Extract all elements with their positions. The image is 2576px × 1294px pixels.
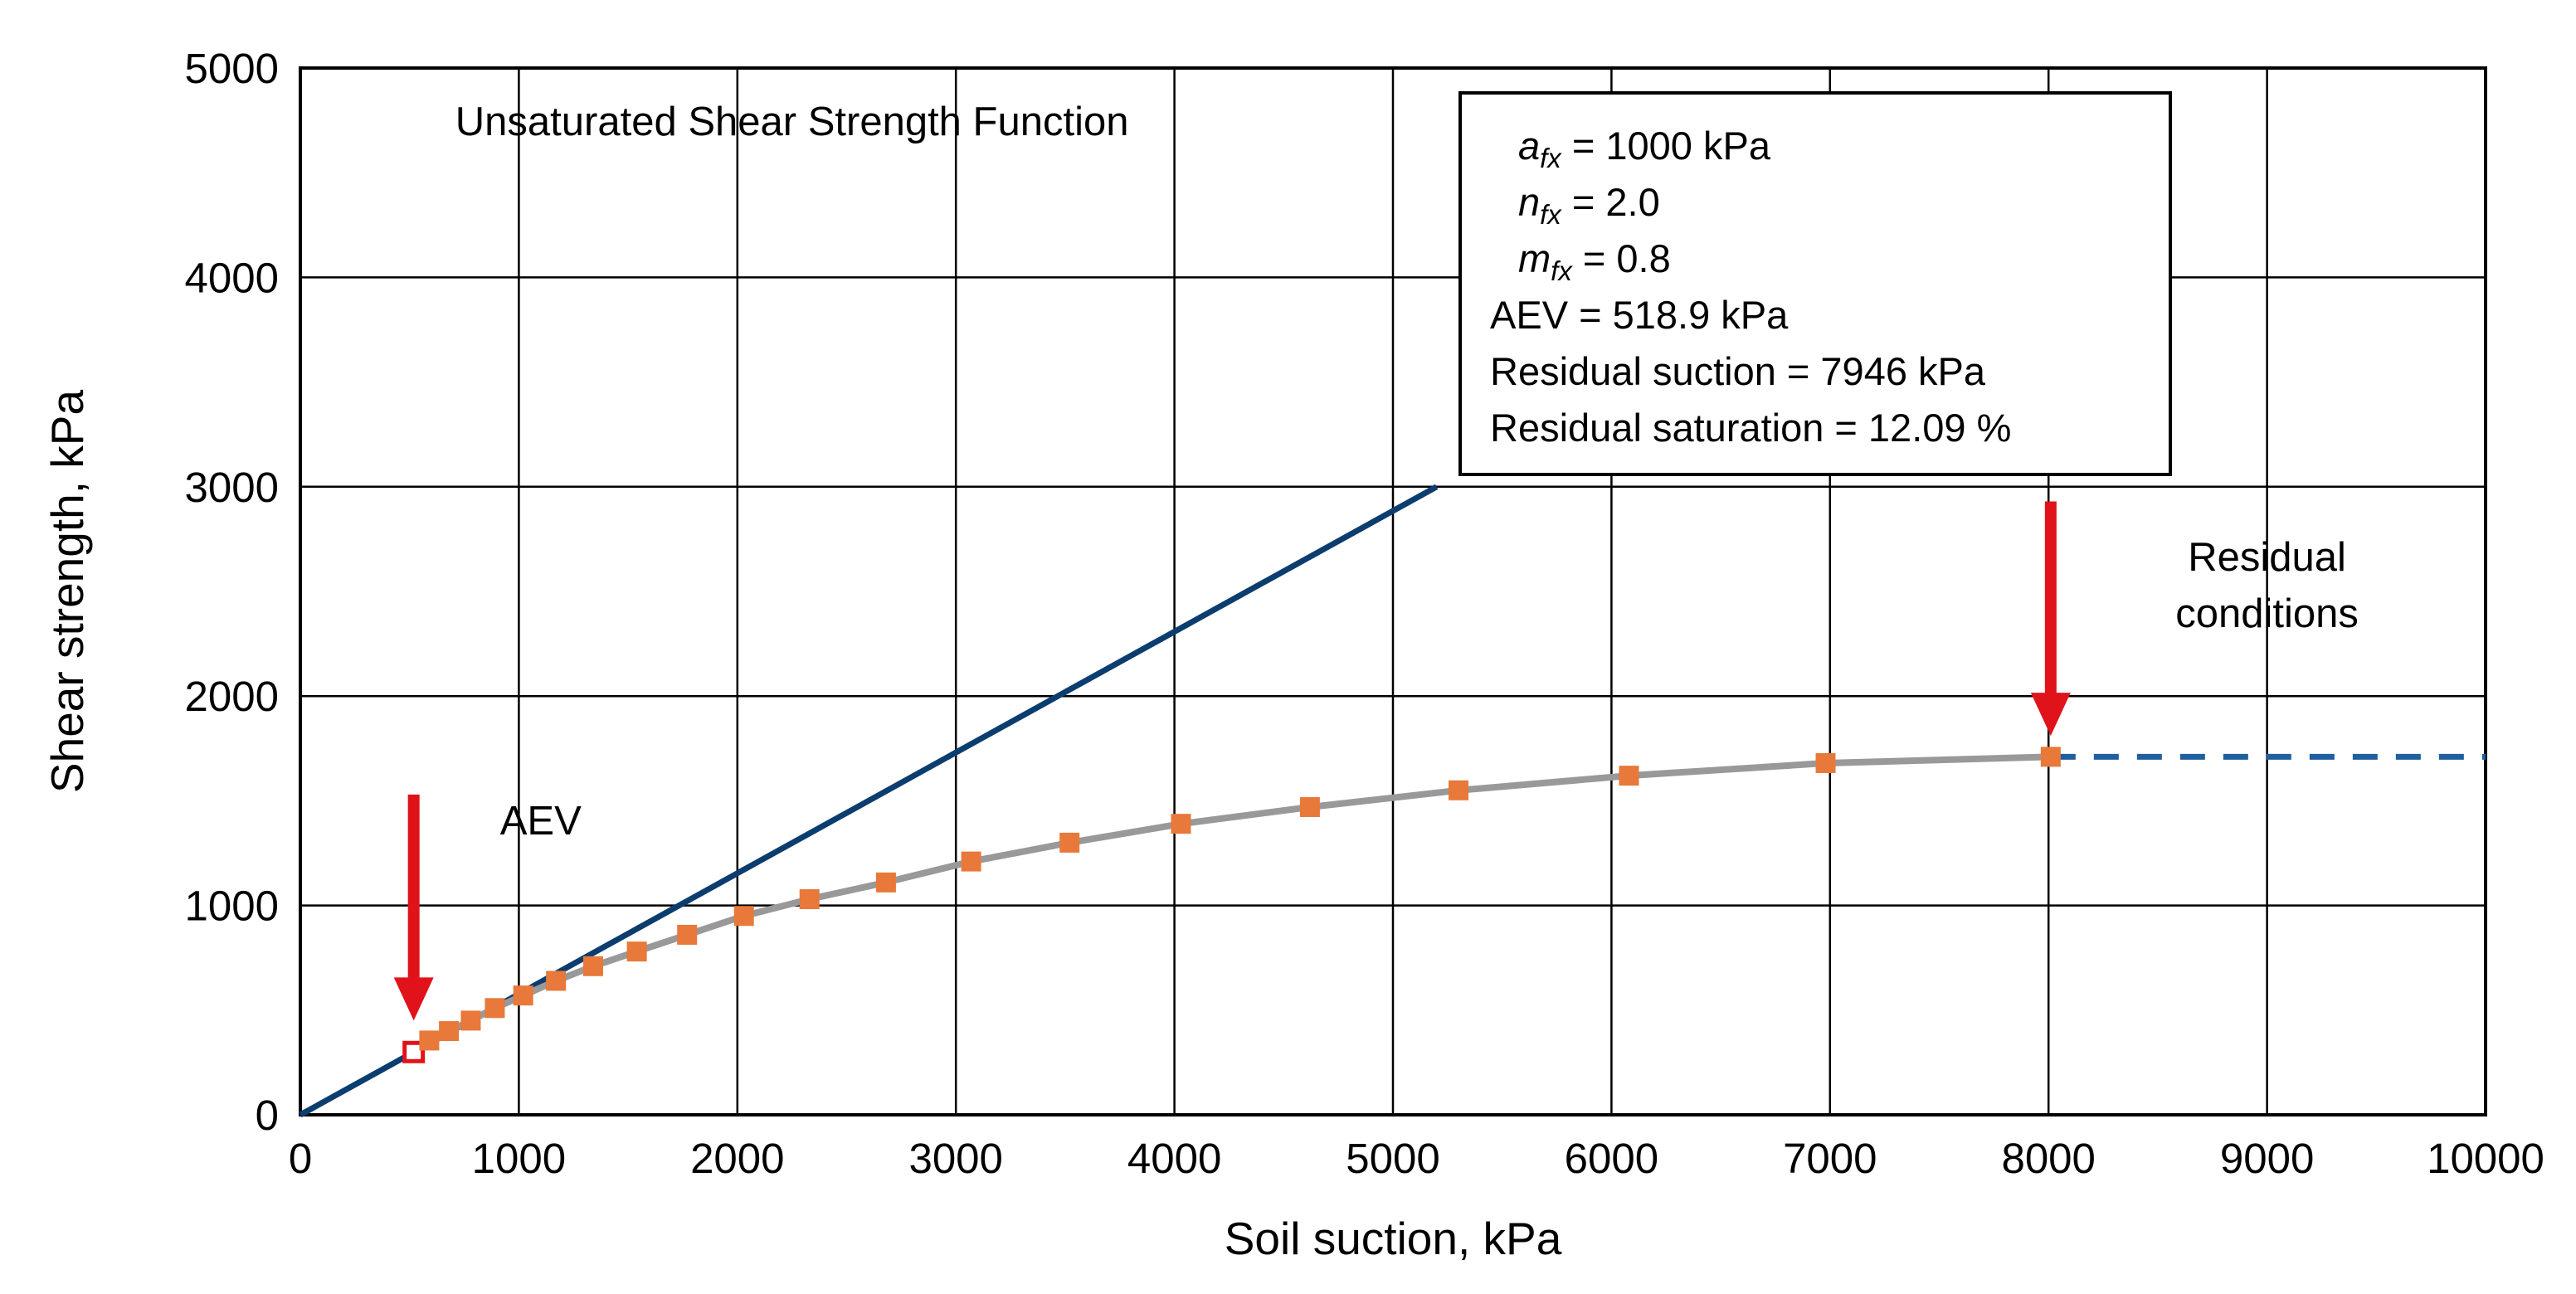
data-marker [875, 872, 896, 893]
data-marker [961, 851, 981, 872]
y-tick-label: 2000 [185, 673, 279, 720]
x-tick-label: 1000 [472, 1135, 566, 1182]
param-residual-saturation: Residual saturation = 12.09 % [1490, 406, 2011, 450]
data-marker [513, 985, 533, 1006]
x-tick-label: 0 [289, 1135, 312, 1182]
x-tick-label: 2000 [690, 1135, 784, 1182]
param-a: afx = 1000 kPa [1518, 124, 1771, 173]
x-tick-label: 8000 [2001, 1135, 2095, 1182]
data-marker [2040, 747, 2061, 767]
data-marker [419, 1030, 440, 1051]
y-tick-labels: 0 1000 2000 3000 4000 5000 [185, 45, 279, 1139]
y-tick-label: 5000 [185, 45, 279, 92]
residual-label-line2: conditions [2175, 591, 2359, 636]
data-marker [733, 906, 754, 927]
plot-frame [299, 66, 2487, 1116]
aev-label: AEV [500, 799, 582, 844]
data-marker [799, 889, 820, 910]
x-axis-title: Soil suction, kPa [1225, 1213, 1562, 1264]
residual-arrow-head [2030, 693, 2071, 737]
x-tick-label: 4000 [1127, 1135, 1221, 1182]
data-marker [1171, 814, 1191, 834]
data-marker [1815, 752, 1836, 773]
data-marker [460, 1010, 481, 1031]
x-tick-label: 5000 [1346, 1135, 1439, 1182]
parameter-box: afx = 1000 kPa nfx = 2.0 mfx = 0.8 AEV =… [1458, 91, 2172, 476]
y-axis-title: Shear strength, kPa [41, 390, 93, 794]
arrow-layer [393, 501, 2071, 1021]
aev-marker [402, 1040, 426, 1063]
residual-label-line1: Residual [2188, 535, 2346, 580]
x-tick-label: 3000 [908, 1135, 1002, 1182]
data-marker [677, 924, 698, 945]
x-tick-label: 9000 [2220, 1135, 2314, 1182]
data-marker [626, 941, 647, 962]
data-marker [439, 1021, 460, 1042]
chart-title: Unsaturated Shear Strength Function [455, 100, 1129, 144]
param-residual-suction: Residual suction = 7946 kPa [1490, 349, 1986, 393]
x-tick-label: 6000 [1565, 1135, 1658, 1182]
param-m: mfx = 0.8 [1518, 236, 1671, 286]
data-marker [1619, 766, 1639, 786]
y-tick-label: 0 [256, 1092, 279, 1139]
data-marker [1449, 780, 1469, 800]
y-tick-label: 1000 [185, 883, 279, 930]
data-marker [485, 998, 505, 1019]
aev-arrow-head [393, 977, 434, 1021]
parameter-box-frame [1458, 91, 2172, 476]
param-aev: AEV = 518.9 kPa [1490, 293, 1789, 337]
y-tick-label: 3000 [185, 464, 279, 511]
param-n: nfx = 2.0 [1518, 180, 1660, 230]
x-tick-label: 10000 [2427, 1135, 2544, 1182]
data-marker [546, 971, 567, 991]
x-tick-label: 7000 [1783, 1135, 1877, 1182]
data-marker [582, 956, 603, 976]
x-tick-labels: 0 1000 2000 3000 4000 5000 6000 7000 8000 9000 100… [289, 1135, 2544, 1182]
marker-layer [402, 747, 2061, 1063]
y-tick-label: 4000 [185, 254, 279, 301]
data-marker [1059, 832, 1080, 853]
data-marker [1299, 796, 1320, 817]
